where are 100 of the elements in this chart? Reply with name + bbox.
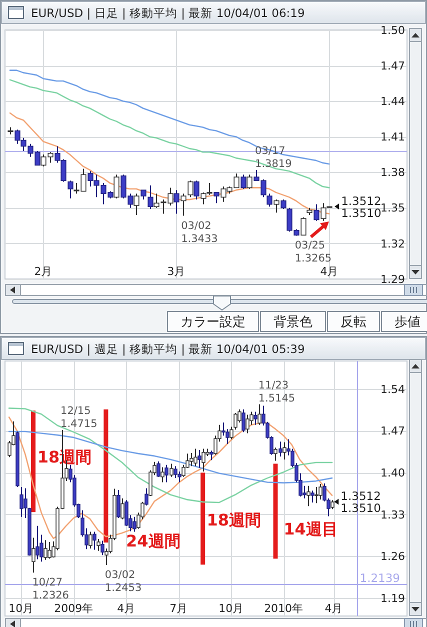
- candlestick: [254, 411, 258, 426]
- annotation: 18週間: [206, 510, 262, 530]
- x-tick-label: 3月: [167, 265, 186, 278]
- candlestick: [92, 531, 96, 550]
- y-tick-label: 1.33: [380, 508, 405, 522]
- y-tick-label: 1.54: [380, 382, 405, 396]
- y-tick-label: 1.47: [380, 424, 405, 438]
- annotation: 03/02 1.3433: [181, 220, 218, 245]
- x-tick-label: 2010年: [264, 602, 304, 615]
- bar: [104, 409, 108, 543]
- line-series: [8, 408, 333, 504]
- candlestick: [310, 490, 314, 504]
- candlestick: [314, 486, 318, 504]
- annotation: 03/25 1.3265: [294, 240, 332, 265]
- candlestick: [114, 174, 120, 199]
- candlestick: [306, 485, 310, 507]
- chart-title: EUR/USD | 週足 | 移動平均 | 最新 10/04/01 05:39: [31, 342, 305, 356]
- title-bar: EUR/USD | 日足 | 移動平均 | 最新 10/04/01 06:19: [1, 1, 426, 24]
- candlestick: [156, 460, 160, 478]
- candlestick: [174, 466, 178, 479]
- candlestick: [170, 463, 174, 478]
- candlestick: [314, 204, 320, 222]
- y-tick-label: 1.47: [380, 59, 405, 72]
- x-tick-label: 2月: [34, 265, 52, 278]
- candlestick: [20, 486, 24, 518]
- y-tick-label: 1.26: [380, 550, 405, 564]
- candlestick: [246, 414, 250, 434]
- candlestick: [188, 180, 194, 198]
- candlestick: [300, 216, 306, 236]
- x-tick-label: 7月: [170, 602, 188, 615]
- candlestick: [140, 190, 146, 200]
- button: 歩値: [381, 311, 427, 332]
- annotation: 14週目: [284, 519, 338, 538]
- x-tick-label: 10月: [218, 602, 244, 615]
- candlestick: [48, 541, 52, 560]
- bar: [273, 464, 278, 559]
- y-tick-label: 1.38: [380, 166, 405, 180]
- y-tick-label: 1.32: [380, 237, 405, 250]
- text: 1.3510: [341, 206, 382, 220]
- candlestick: [242, 408, 246, 433]
- candlestick: [160, 466, 164, 483]
- text: 1.3512: [341, 194, 382, 208]
- candlestick: [180, 193, 186, 216]
- candlestick: [132, 516, 136, 532]
- candlestick: [266, 193, 272, 208]
- chart-title: EUR/USD | 日足 | 移動平均 | 最新 10/04/01 06:19: [31, 6, 305, 20]
- candlestick: [44, 540, 48, 560]
- candlestick: [274, 447, 278, 462]
- y-tick-label: 1.19: [380, 592, 405, 605]
- candlestick: [318, 484, 322, 500]
- candlestick: [190, 452, 194, 467]
- x-tick-label: 10月: [8, 602, 34, 615]
- candlestick: [88, 531, 92, 550]
- button: カラー設定: [167, 311, 259, 332]
- candlestick: [36, 525, 40, 560]
- y-tick-label: 1.35: [380, 202, 405, 215]
- candlestick: [116, 489, 120, 519]
- candlestick: [148, 184, 154, 210]
- candlestick: [164, 464, 168, 483]
- x-tick-label: 4月: [117, 602, 136, 615]
- x-tick-label: 4月: [320, 265, 338, 278]
- candlestick: [120, 498, 124, 520]
- candlestick: [32, 537, 36, 574]
- annotation: 1.3512: [340, 489, 381, 504]
- candlestick: [280, 199, 286, 210]
- annotation: 1.3510: [340, 501, 381, 516]
- candlestick: [246, 174, 252, 190]
- candlestick: [258, 404, 262, 426]
- candlestick: [210, 450, 214, 461]
- button: 背景色: [260, 311, 326, 332]
- bar: [31, 410, 36, 512]
- candlestick: [134, 193, 140, 216]
- annotation: 12/15 1.4715: [60, 404, 98, 430]
- y-tick-label: 1.44: [380, 94, 405, 108]
- candlestick: [274, 199, 280, 214]
- annotation: 24週間: [126, 531, 180, 550]
- y-tick-label: 1.29: [380, 272, 405, 286]
- candlestick: [194, 180, 200, 200]
- title-bar: EUR/USD | 週足 | 移動平均 | 最新 10/04/01 05:39: [1, 337, 426, 360]
- annotation: 03/02 1.2453: [104, 569, 142, 594]
- x-tick-label: 4月: [324, 602, 343, 615]
- candlestick: [144, 488, 148, 506]
- bar: [200, 472, 206, 565]
- y-tick-label: 1.40: [380, 466, 405, 480]
- candlestick: [194, 448, 198, 467]
- candlestick: [68, 180, 74, 199]
- candlestick: [202, 448, 206, 472]
- candlestick: [174, 190, 180, 214]
- ref-line-label: 1.2139: [360, 570, 400, 585]
- button: 反転: [327, 311, 380, 332]
- candlestick: [240, 174, 246, 190]
- y-tick-label: 1.41: [380, 130, 405, 144]
- x-tick-label: 2009年: [54, 602, 94, 615]
- candlestick: [100, 540, 104, 556]
- annotation: 10/27 1.2326: [32, 576, 70, 602]
- annotation: 11/23 1.5145: [258, 379, 296, 404]
- candlestick: [198, 449, 202, 468]
- candlestick: [282, 442, 286, 460]
- y-tick-label: 1.50: [380, 24, 405, 37]
- candlestick: [278, 441, 282, 458]
